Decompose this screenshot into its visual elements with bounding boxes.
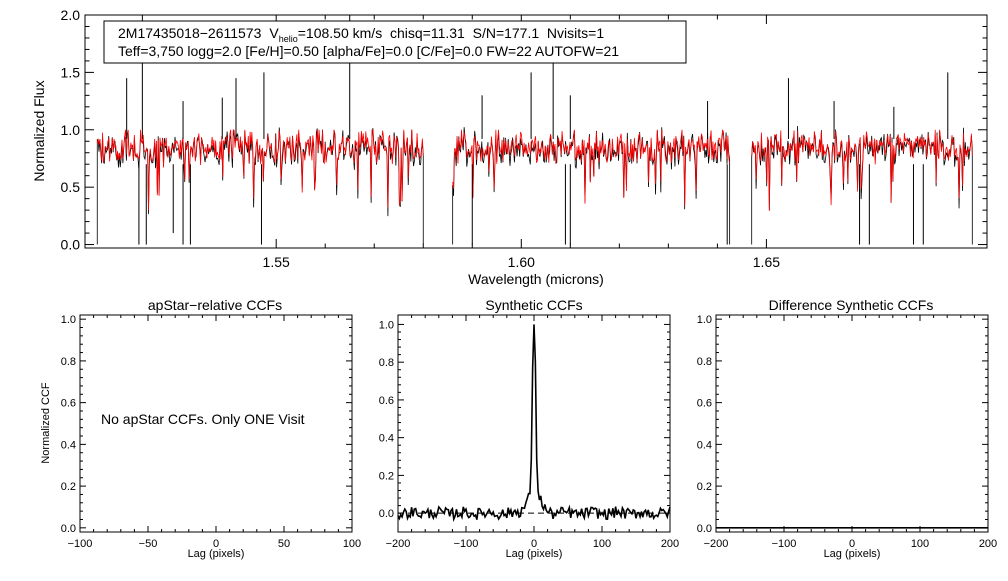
synthetic-ccf-x-tick-label: 0 xyxy=(531,538,537,550)
synthetic-ccf-y-tick-label: 0.8 xyxy=(379,357,394,369)
synthetic-ccf-x-tick-label: −200 xyxy=(386,538,411,550)
apstar-ccf-y-tick-label: 0.6 xyxy=(61,398,76,410)
spectrum-y-tick-label: 0.5 xyxy=(61,179,81,195)
apstar-ccf-x-tick-label: 100 xyxy=(343,538,361,550)
synthetic-ccf-x-tick-label: 200 xyxy=(661,538,679,550)
synthetic-spectrum-chip-3 xyxy=(751,129,973,211)
spectrum-data-layer xyxy=(96,15,973,245)
apstar-ccf-y-label: Normalized CCF xyxy=(40,382,52,464)
difference-ccf-plot-frame xyxy=(715,314,989,533)
info-line-1-rest: =108.50 km/s chisq=11.31 S/N=177.1 Nvisi… xyxy=(298,25,605,41)
apstar-ccf-y-tick-label: 0.0 xyxy=(61,523,76,535)
synthetic-ccf-x-label: Lag (pixels) xyxy=(506,548,563,560)
spectrum-plot-frame xyxy=(84,14,988,249)
difference-ccf-y-tick-label: 0.8 xyxy=(697,356,712,368)
apstar-ccf-x-tick-label: 50 xyxy=(278,538,290,550)
difference-ccf-axes: −200 −100 0 100 200 0.0 0.2 0.4 0.6 0.8 1.0 xyxy=(697,314,997,550)
spectrum-x-tick-label: 1.60 xyxy=(508,254,535,270)
apstar-ccf-panel: apStar−relative CCFs −100 −50 0 50 100 0.0 0.2… xyxy=(40,297,361,560)
synthetic-ccf-data-layer xyxy=(397,324,671,523)
difference-ccf-x-tick-label: −100 xyxy=(772,538,797,550)
star-id: 2M17435018−2611573 xyxy=(118,25,262,41)
difference-ccf-panel: Difference Synthetic CCFs −200 −100 0 100 20… xyxy=(697,297,997,560)
synthetic-ccf-curve xyxy=(397,324,671,523)
difference-ccf-title: Difference Synthetic CCFs xyxy=(769,297,934,313)
difference-ccf-y-tick-label: 1.0 xyxy=(697,314,712,326)
apstar-ccf-note: No apStar CCFs. Only ONE Visit xyxy=(101,411,305,427)
apstar-ccf-axes: −100 −50 0 50 100 0.0 0.2 0.4 0.6 0.8 1.0 xyxy=(61,314,361,550)
apstar-ccf-y-tick-label: 0.2 xyxy=(61,481,76,493)
vhelio-subscript: helio xyxy=(279,34,298,44)
apstar-ccf-y-tick-label: 0.8 xyxy=(61,356,76,368)
spectrum-x-tick-label: 1.65 xyxy=(753,254,780,270)
spectrum-y-tick-label: 1.5 xyxy=(61,64,81,80)
synthetic-ccf-y-tick-label: 1.0 xyxy=(379,319,394,331)
spectrum-y-tick-label: 1.0 xyxy=(61,122,81,138)
spectrum-x-tick-label: 1.55 xyxy=(263,254,290,270)
difference-ccf-x-label: Lag (pixels) xyxy=(824,548,881,560)
difference-ccf-x-tick-label: 100 xyxy=(911,538,929,550)
synthetic-spectrum-chip-2 xyxy=(452,129,731,207)
synthetic-ccf-panel: Synthetic CCFs −200 −100 0 100 200 0.0 0.2 0.4 0… xyxy=(379,297,679,560)
difference-ccf-y-tick-label: 0.2 xyxy=(697,481,712,493)
synthetic-spectrum-chip-1 xyxy=(96,129,424,211)
synthetic-ccf-y-tick-label: 0.0 xyxy=(379,508,394,520)
apstar-ccf-x-label: Lag (pixels) xyxy=(188,548,245,560)
synthetic-ccf-y-tick-label: 0.4 xyxy=(379,433,394,445)
spectrum-y-tick-label: 2.0 xyxy=(61,7,81,23)
synthetic-ccf-y-tick-label: 0.2 xyxy=(379,470,394,482)
synthetic-ccf-x-tick-label: 100 xyxy=(593,538,611,550)
spectrum-x-label: Wavelength (microns) xyxy=(468,271,604,287)
difference-ccf-x-tick-label: 0 xyxy=(849,538,855,550)
difference-ccf-x-tick-label: −200 xyxy=(704,538,729,550)
apstar-ccf-x-tick-label: 0 xyxy=(213,538,219,550)
apstar-ccf-title: apStar−relative CCFs xyxy=(148,297,282,313)
difference-ccf-y-tick-label: 0.0 xyxy=(697,523,712,535)
difference-ccf-y-tick-label: 0.4 xyxy=(697,439,712,451)
spectrum-y-tick-label: 0.0 xyxy=(61,237,81,253)
spectrum-y-label: Normalized Flux xyxy=(31,80,47,181)
synthetic-ccf-title: Synthetic CCFs xyxy=(485,297,582,313)
apstar-ccf-x-tick-label: −100 xyxy=(68,538,93,550)
spectrum-axes: 1.55 1.60 1.65 0.0 0.5 1.0 1.5 2.0 xyxy=(61,7,987,270)
apstar-ccf-y-tick-label: 1.0 xyxy=(61,314,76,326)
apstar-ccf-x-tick-label: −50 xyxy=(139,538,158,550)
spectrum-panel: 1.55 1.60 1.65 0.0 0.5 1.0 1.5 2.0 2M17435018−2… xyxy=(31,7,988,287)
spectrum-info-line-1: 2M17435018−2611573 Vhelio=108.50 km/s chi… xyxy=(118,25,604,44)
difference-ccf-y-tick-label: 0.6 xyxy=(697,398,712,410)
synthetic-ccf-axes: −200 −100 0 100 200 0.0 0.2 0.4 0.6 0.8 1.0 xyxy=(379,315,679,550)
spectrum-info-line-2: Teff=3,750 logg=2.0 [Fe/H]=0.50 [alpha/F… xyxy=(118,43,619,59)
apstar-ccf-y-tick-label: 0.4 xyxy=(61,439,76,451)
vhelio-label: V xyxy=(269,25,279,41)
synthetic-ccf-y-tick-label: 0.6 xyxy=(379,395,394,407)
difference-ccf-x-tick-label: 200 xyxy=(979,538,997,550)
spectrum-info-box xyxy=(103,20,687,64)
synthetic-ccf-x-tick-label: −100 xyxy=(454,538,479,550)
